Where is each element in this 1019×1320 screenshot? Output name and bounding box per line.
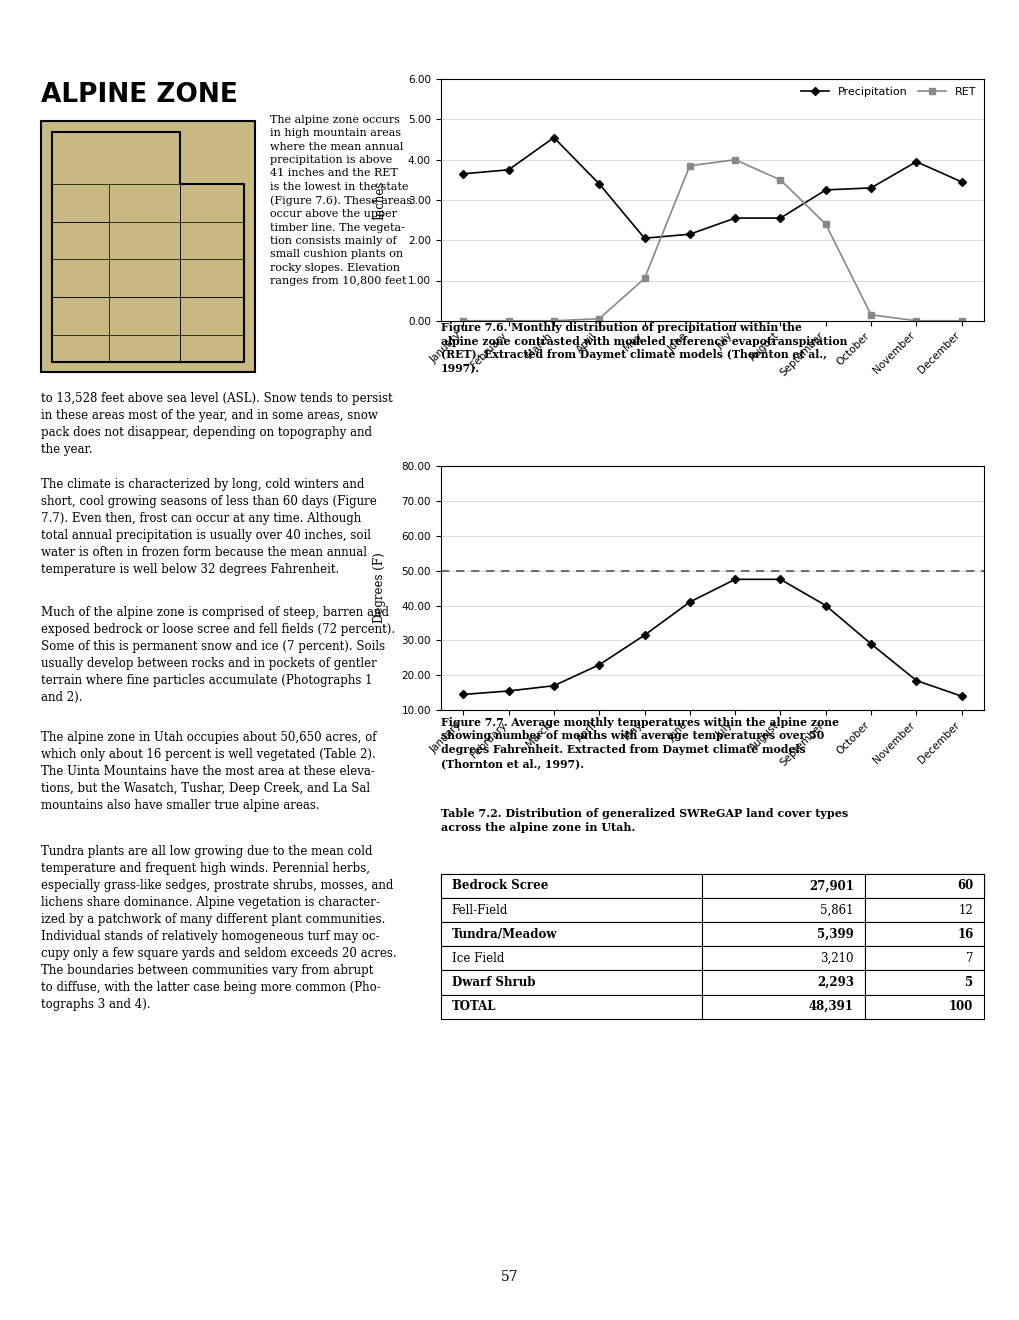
Text: LANDCOVER: LANDCOVER (451, 879, 537, 892)
Precipitation (638, 230, 650, 246)
Text: Figure 7.7. Average monthly temperatures within the alpine zone
showing number o: Figure 7.7. Average monthly temperatures… (440, 717, 838, 768)
Text: Dwarf Shrub: Dwarf Shrub (451, 975, 535, 989)
FancyBboxPatch shape (701, 874, 864, 898)
FancyBboxPatch shape (701, 898, 864, 923)
Precipitation (683, 226, 695, 242)
Precipitation (457, 166, 469, 182)
Line: Precipitation: Precipitation (460, 135, 964, 242)
FancyBboxPatch shape (864, 994, 983, 1019)
Precipitation (864, 180, 876, 195)
Polygon shape (52, 132, 245, 362)
FancyBboxPatch shape (701, 994, 864, 1019)
RET (819, 216, 832, 232)
Precipitation (547, 129, 559, 145)
Precipitation (909, 154, 921, 170)
FancyBboxPatch shape (864, 946, 983, 970)
Text: 48,391: 48,391 (808, 1001, 853, 1012)
RET (864, 306, 876, 322)
FancyBboxPatch shape (440, 874, 701, 898)
FancyBboxPatch shape (440, 994, 701, 1019)
Precipitation (592, 176, 604, 191)
Text: Fell-Field: Fell-Field (451, 904, 507, 916)
Legend: Precipitation, RET: Precipitation, RET (796, 83, 980, 102)
Text: 5: 5 (964, 975, 972, 989)
RET (502, 313, 515, 329)
Text: 7: 7 (965, 952, 972, 965)
FancyBboxPatch shape (864, 970, 983, 994)
Text: The climate is characterized by long, cold winters and
short, cool growing seaso: The climate is characterized by long, co… (41, 478, 376, 576)
Text: PERCENT: PERCENT (907, 879, 972, 892)
FancyBboxPatch shape (440, 970, 701, 994)
RET (773, 172, 786, 187)
Precipitation (955, 174, 967, 190)
Text: Bedrock Scree: Bedrock Scree (451, 879, 547, 892)
FancyBboxPatch shape (440, 874, 701, 898)
Text: 16: 16 (956, 928, 972, 941)
Text: Ice Field: Ice Field (451, 952, 503, 965)
RET (683, 158, 695, 174)
Precipitation (502, 162, 515, 178)
FancyBboxPatch shape (864, 874, 983, 898)
RET (909, 313, 921, 329)
Line: RET: RET (460, 157, 964, 323)
FancyBboxPatch shape (701, 923, 864, 946)
RET (638, 271, 650, 286)
Text: TOTAL: TOTAL (451, 1001, 495, 1012)
Y-axis label: Inches: Inches (373, 181, 386, 219)
Precipitation (729, 210, 741, 226)
FancyBboxPatch shape (864, 874, 983, 898)
Text: Table 7.2. Distribution of generalized SWReGAP land cover types
across the alpin: Table 7.2. Distribution of generalized S… (440, 808, 847, 833)
Text: 100: 100 (948, 1001, 972, 1012)
Text: to 13,528 feet above sea level (ASL). Snow tends to persist
in these areas most : to 13,528 feet above sea level (ASL). Sn… (41, 392, 392, 455)
Text: 5,861: 5,861 (819, 904, 853, 916)
Text: ALPINE ZONE: ALPINE ZONE (41, 82, 237, 108)
Text: 12: 12 (958, 904, 972, 916)
RET (592, 310, 604, 326)
Text: Tundra plants are all low growing due to the mean cold
temperature and frequent : Tundra plants are all low growing due to… (41, 845, 396, 1011)
Text: Figure 7.6. Monthly distribution of precipitation within the
alpine zone contras: Figure 7.6. Monthly distribution of prec… (440, 322, 846, 374)
RET (729, 152, 741, 168)
FancyBboxPatch shape (440, 923, 701, 946)
Text: The alpine zone occurs
in high mountain areas
where the mean annual
precipitatio: The alpine zone occurs in high mountain … (270, 115, 412, 286)
Text: ACRES: ACRES (807, 879, 853, 892)
FancyBboxPatch shape (701, 970, 864, 994)
RET (547, 313, 559, 329)
Y-axis label: Degrees (F): Degrees (F) (373, 553, 386, 623)
FancyBboxPatch shape (701, 874, 864, 898)
Text: 60: 60 (956, 879, 972, 892)
FancyBboxPatch shape (440, 946, 701, 970)
Text: 27,901: 27,901 (808, 879, 853, 892)
FancyBboxPatch shape (701, 946, 864, 970)
FancyBboxPatch shape (864, 898, 983, 923)
Text: 5,399: 5,399 (816, 928, 853, 941)
Precipitation (773, 210, 786, 226)
Text: The alpine zone in Utah occupies about 50,650 acres, of
which only about 16 perc: The alpine zone in Utah occupies about 5… (41, 731, 376, 812)
Text: 3,210: 3,210 (819, 952, 853, 965)
RET (457, 313, 469, 329)
Text: 57: 57 (500, 1270, 519, 1284)
Text: Tundra/Meadow: Tundra/Meadow (451, 928, 556, 941)
RET (955, 313, 967, 329)
FancyBboxPatch shape (440, 898, 701, 923)
Text: 2,293: 2,293 (816, 975, 853, 989)
Precipitation (819, 182, 832, 198)
Text: Much of the alpine zone is comprised of steep, barren and
exposed bedrock or loo: Much of the alpine zone is comprised of … (41, 606, 394, 704)
FancyBboxPatch shape (864, 923, 983, 946)
